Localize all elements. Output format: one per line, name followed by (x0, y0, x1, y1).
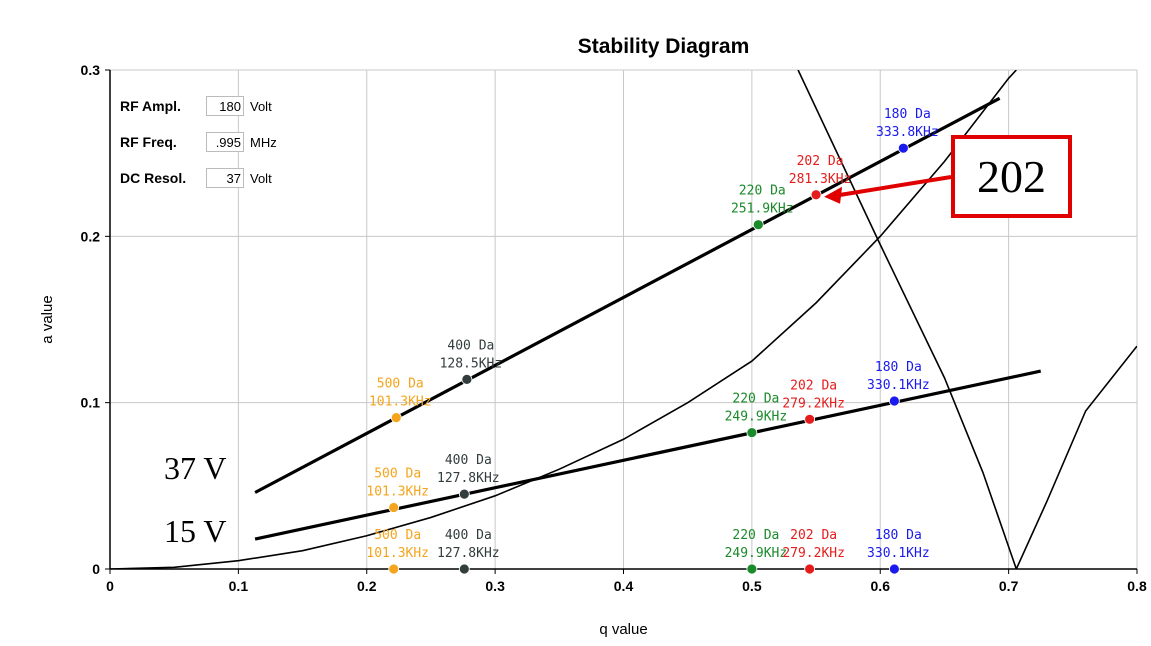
point-freq-label: 251.9KHz (731, 202, 794, 217)
x-tick-label: 0.5 (742, 578, 762, 594)
point-mass-label: 500 Da (377, 377, 424, 392)
data-point (388, 502, 400, 513)
point-mass-label: 500 Da (374, 528, 421, 543)
data-point (804, 563, 816, 575)
point-freq-label: 101.3KHz (366, 484, 429, 499)
point-freq-label: 128.5KHz (440, 356, 503, 371)
dc-resolution-control: DC Resol. Volt (120, 168, 272, 188)
rf-amplitude-control: RF Ampl. Volt (120, 96, 272, 116)
stability-boundary-1 (110, 70, 1017, 569)
y-axis-label: a value (39, 295, 56, 343)
data-point (897, 142, 909, 154)
data-point (752, 219, 764, 231)
y-tick-label: 0.2 (81, 228, 101, 244)
data-point (458, 563, 470, 575)
data-point (746, 563, 758, 575)
point-mass-label: 180 Da (875, 360, 922, 375)
y-tick-label: 0.1 (81, 395, 101, 411)
point-mass-label: 220 Da (732, 528, 779, 543)
data-point (804, 413, 816, 425)
rf-amplitude-label: RF Ampl. (120, 98, 181, 114)
rf-amplitude-input[interactable] (206, 96, 244, 116)
point-mass-label: 202 Da (797, 154, 844, 169)
point-freq-label: 101.3KHz (366, 546, 429, 561)
point-mass-label: 220 Da (739, 184, 786, 199)
point-freq-label: 127.8KHz (437, 546, 500, 561)
annotation-callout-box: 202 (951, 135, 1072, 218)
point-mass-label: 202 Da (790, 378, 837, 393)
data-point (888, 395, 900, 407)
rf-frequency-input[interactable] (206, 132, 244, 152)
data-point (388, 563, 400, 575)
data-point (461, 373, 473, 385)
dc-resolution-input[interactable] (206, 168, 244, 188)
point-mass-label: 180 Da (875, 528, 922, 543)
x-tick-label: 0 (106, 578, 114, 594)
rf-frequency-unit: MHz (250, 134, 277, 150)
x-tick-label: 0.2 (357, 578, 377, 594)
voltage-label-37v: 37 V (160, 450, 231, 487)
x-tick-label: 0.7 (999, 578, 1019, 594)
point-mass-label: 202 Da (790, 528, 837, 543)
y-tick-label: 0 (92, 561, 100, 577)
data-point (810, 189, 822, 201)
data-point (458, 488, 470, 500)
point-freq-label: 330.1KHz (867, 546, 930, 561)
voltage-label-15v: 15 V (160, 513, 231, 550)
scan-line-15v (254, 369, 1042, 541)
dc-resolution-label: DC Resol. (120, 170, 187, 186)
point-mass-label: 220 Da (732, 392, 779, 407)
rf-frequency-control: RF Freq. MHz (120, 132, 277, 152)
point-freq-label: 249.9KHz (725, 546, 788, 561)
x-tick-label: 0.1 (229, 578, 249, 594)
point-freq-label: 101.3KHz (369, 395, 432, 410)
data-point (746, 427, 758, 439)
point-freq-label: 279.2KHz (782, 546, 845, 561)
point-freq-label: 281.3KHz (789, 172, 852, 187)
point-freq-label: 249.9KHz (725, 410, 788, 425)
chart-title: Stability Diagram (578, 35, 750, 58)
x-tick-label: 0.3 (485, 578, 505, 594)
point-freq-label: 279.2KHz (782, 396, 845, 411)
stability-boundary-2 (797, 70, 1137, 569)
annotation-arrow-head (824, 186, 843, 204)
point-freq-label: 333.8KHz (876, 125, 939, 140)
point-mass-label: 500 Da (374, 466, 421, 481)
dc-resolution-unit: Volt (250, 170, 272, 186)
scan-line-37v (254, 96, 1001, 494)
point-mass-label: 400 Da (445, 528, 492, 543)
data-point (888, 563, 900, 575)
point-mass-label: 400 Da (447, 338, 494, 353)
x-tick-label: 0.8 (1127, 578, 1147, 594)
rf-frequency-label: RF Freq. (120, 134, 177, 150)
x-axis-label: q value (599, 621, 647, 638)
annotation-arrow-shaft (837, 175, 952, 198)
x-tick-label: 0.6 (871, 578, 891, 594)
point-mass-label: 400 Da (445, 453, 492, 468)
rf-amplitude-unit: Volt (250, 98, 272, 114)
x-tick-label: 0.4 (614, 578, 634, 594)
point-mass-label: 180 Da (884, 107, 931, 122)
point-freq-label: 127.8KHz (437, 471, 500, 486)
data-point (390, 412, 402, 424)
y-tick-label: 0.3 (81, 62, 101, 78)
point-freq-label: 330.1KHz (867, 378, 930, 393)
